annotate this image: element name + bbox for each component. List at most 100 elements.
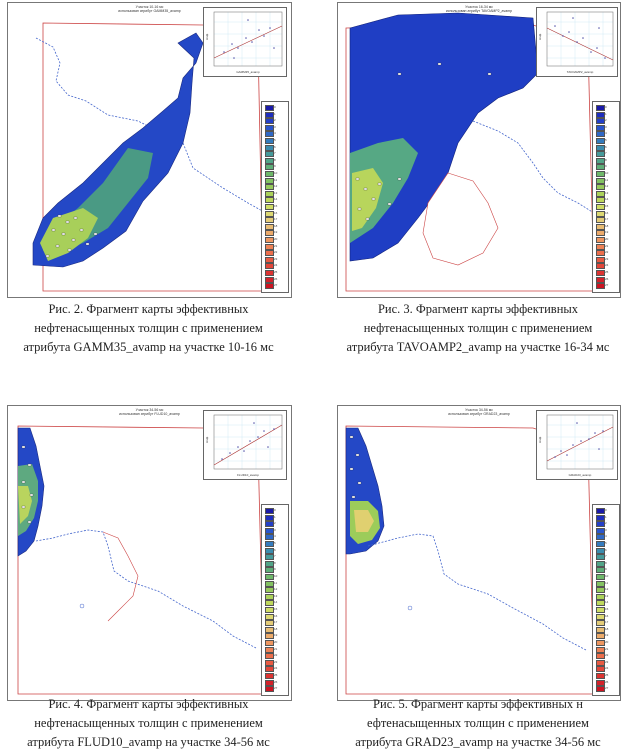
legend-swatch (596, 184, 605, 191)
thickness-area-high (354, 510, 374, 532)
legend-swatch (265, 547, 274, 554)
river (472, 120, 595, 214)
legend-swatch (265, 197, 274, 204)
legend-swatch (265, 204, 274, 210)
legend-label: 5 (274, 541, 276, 545)
legend-swatch (265, 607, 274, 613)
legend-label: 13 (274, 190, 278, 195)
legend-label: 13 (605, 593, 609, 598)
legend-swatch (596, 171, 605, 177)
legend-label: 3 (605, 527, 607, 532)
legend-swatch (265, 164, 274, 171)
legend-label: 27 (605, 686, 609, 691)
legend-label: 20 (274, 640, 278, 644)
legend-swatch (265, 171, 274, 177)
legend-label: 26 (605, 679, 609, 684)
legend-swatch (265, 283, 274, 290)
legend-swatch (265, 600, 274, 607)
svg-text:Нэф: Нэф (538, 33, 542, 40)
legend-swatch (596, 659, 605, 666)
map-panel: Участок 16-34 мс использован атрибут TAVO… (337, 2, 621, 298)
legend-label: 22 (605, 653, 609, 658)
legend-swatch (265, 105, 274, 111)
legend-swatch (265, 263, 274, 270)
legend-swatch (265, 144, 274, 151)
legend-label: 0 (605, 508, 607, 512)
legend-label: 22 (274, 250, 278, 255)
legend-label: 1 (274, 514, 276, 519)
legend-label: 25 (605, 673, 609, 677)
boundary-inner (102, 531, 139, 622)
figure-caption: Рис. 3. Фрагмент карты эффективных нефте… (346, 302, 610, 354)
legend-label: 7 (605, 554, 607, 559)
legend-swatch (265, 567, 274, 574)
legend-label: 9 (605, 567, 607, 572)
well-markers (45, 214, 98, 258)
legend-label: 23 (605, 659, 609, 664)
legend-swatch (596, 626, 605, 633)
legend-swatch (596, 270, 605, 276)
legend-label: 11 (605, 177, 609, 182)
legend-swatch (265, 157, 274, 164)
legend-label: 12 (605, 184, 609, 189)
legend-swatch (596, 243, 605, 250)
thickness-area (32, 32, 204, 268)
crossplot: FLUD10_avamp Нэф (203, 410, 287, 480)
legend-label: 23 (274, 659, 278, 664)
legend-swatch (596, 230, 605, 237)
legend-swatch (265, 633, 274, 640)
legend-swatch (265, 508, 274, 514)
legend-label: 11 (274, 177, 278, 182)
legend-swatch (596, 686, 605, 693)
svg-text:GAMM35_avamp: GAMM35_avamp (236, 70, 260, 74)
legend-swatch (265, 514, 274, 521)
legend-label: 27 (605, 283, 609, 288)
license-boundary (345, 425, 595, 695)
legend-label: 2 (274, 118, 276, 123)
legend-swatch (596, 256, 605, 263)
legend-swatch (265, 118, 274, 125)
legend-label: 24 (605, 263, 609, 268)
legend-swatch (265, 686, 274, 693)
legend-swatch (596, 600, 605, 607)
figure-2: Участок 10-16 мс использован атрибут GAMM… (7, 2, 292, 382)
legend-label: 26 (274, 276, 278, 281)
legend-label: 17 (274, 620, 278, 625)
legend-swatch (596, 508, 605, 514)
legend-swatch (596, 197, 605, 204)
legend-label: 24 (274, 666, 278, 671)
legend-label: 18 (274, 626, 278, 631)
legend-label: 7 (605, 151, 607, 156)
legend-label: 22 (605, 250, 609, 255)
legend-swatch (596, 190, 605, 197)
figure-5: Участок 34-56 мс использован атрибут GRAD… (337, 405, 621, 752)
legend-label: 17 (605, 217, 609, 222)
legend-swatch (596, 534, 605, 541)
legend-swatch (265, 560, 274, 567)
legend-swatch (596, 514, 605, 521)
legend-label: 6 (274, 144, 276, 149)
legend-label: 14 (605, 197, 609, 202)
legend-label: 21 (274, 243, 278, 248)
legend-swatch (265, 527, 274, 534)
crossplot-svg: GRAD23_avamp Нэф (538, 414, 614, 477)
legend-swatch (265, 124, 274, 131)
legend-swatch (265, 217, 274, 224)
legend-label: 2 (605, 118, 607, 123)
legend-label: 15 (605, 204, 609, 208)
legend-swatch (265, 646, 274, 653)
legend-swatch (596, 250, 605, 257)
legend-swatch (596, 666, 605, 673)
legend-swatch (265, 270, 274, 276)
license-inner (422, 172, 499, 266)
legend-swatch (265, 659, 274, 666)
thickness-area-high (40, 208, 98, 261)
svg-text:TAVOAMP2_avamp: TAVOAMP2_avamp (567, 70, 594, 74)
legend-swatch (265, 534, 274, 541)
panel-title: Участок 16-34 мс использован атрибут TAVO… (445, 5, 513, 13)
legend-swatch (265, 580, 274, 587)
legend-swatch (265, 613, 274, 620)
legend-label: 11 (605, 580, 609, 585)
color-legend: 0 1 2 3 4 5 6 7 8 9 10 11 12 13 14 15 16 17 18 19 20 21 22 23 24… (261, 504, 289, 696)
legend-label: 6 (274, 547, 276, 552)
